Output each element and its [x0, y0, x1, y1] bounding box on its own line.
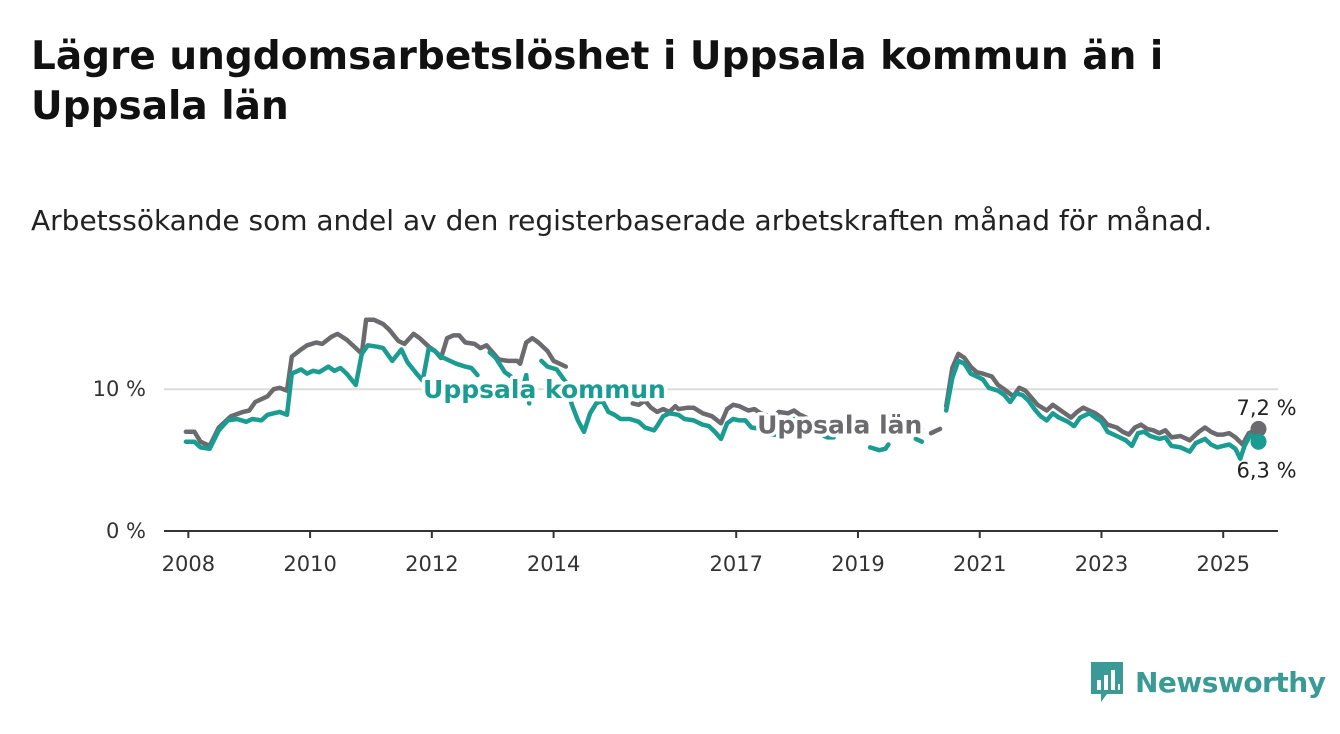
- series-line-kommun: [487, 350, 532, 406]
- series-label-lan: Uppsala län: [757, 411, 922, 440]
- series-line-kommun: [183, 343, 480, 452]
- series-line-lan: [183, 317, 569, 449]
- x-tick-label: 2008: [162, 552, 215, 576]
- series-line-lan: [630, 398, 815, 426]
- series-label-halo: Uppsala län: [757, 411, 922, 440]
- series-line-lan: [928, 426, 943, 436]
- x-tick-label: 2025: [1196, 552, 1249, 576]
- end-label-kommun: 6,3 %: [1237, 459, 1297, 483]
- series-line-kommun: [867, 442, 891, 453]
- x-tick-label: 2019: [831, 552, 884, 576]
- x-tick-label: 2012: [405, 552, 458, 576]
- brand-logo: Newsworthy: [1089, 660, 1326, 704]
- series-label-halo: Uppsala kommun: [423, 375, 666, 404]
- x-tick-label: 2021: [953, 552, 1006, 576]
- brand-name: Newsworthy: [1135, 665, 1326, 699]
- series-line-lan: [913, 426, 925, 436]
- x-tick-label: 2010: [283, 552, 336, 576]
- series-line-lan: [943, 351, 1261, 447]
- end-marker-kommun: [1250, 433, 1267, 450]
- end-label-lan: 7,2 %: [1237, 396, 1297, 420]
- series-lines: [183, 317, 1261, 461]
- y-tick-label: 10 %: [93, 377, 146, 401]
- axes: 0 % 10 % 2008 2010 2012 2014 2017 2019 2021 2023 2…: [93, 377, 1278, 576]
- series-line-kommun: [913, 436, 925, 444]
- x-tick-label: 2014: [527, 552, 580, 576]
- bar-chart-logo-icon: [1091, 662, 1123, 702]
- page-subtitle: Arbetssökande som andel av den registerb…: [31, 204, 1213, 237]
- series-line-kommun: [539, 358, 836, 442]
- series-line-kommun: [943, 358, 1261, 461]
- page-title: Lägre ungdomsarbetslöshet i Uppsala komm…: [31, 34, 1164, 129]
- x-tick-label: 2017: [709, 552, 762, 576]
- end-marker-lan: [1250, 420, 1267, 437]
- y-tick-label: 0 %: [106, 519, 146, 543]
- series-label-kommun: Uppsala kommun: [423, 375, 666, 404]
- x-tick-label: 2023: [1075, 552, 1128, 576]
